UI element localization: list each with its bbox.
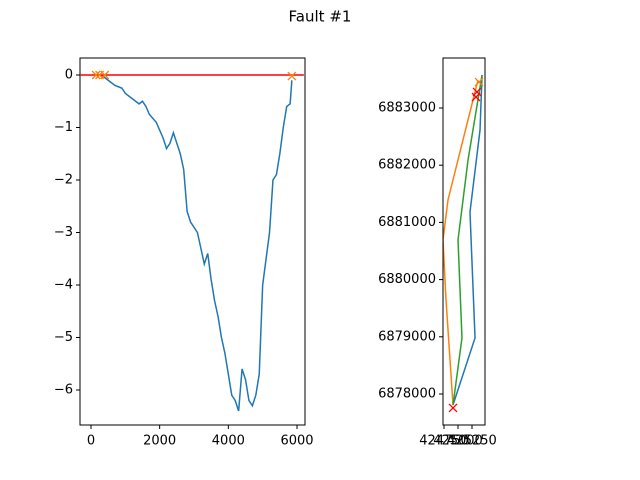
y-tick-label: 6882000 [378,158,436,173]
x-tick-label: 425250 [447,434,497,449]
series-line [100,74,293,412]
axes-frame [79,57,306,426]
y-tick-label: 6881000 [378,215,436,230]
marker [472,87,482,97]
x-tick-label: 2000 [143,434,176,449]
x-tick-label: 0 [87,434,95,449]
x-tick-label: 424750 [419,434,469,449]
marker [91,70,101,80]
y-tick-label: −3 [54,225,73,240]
y-tick-label: 6878000 [378,386,436,401]
y-tick-label: −5 [54,330,73,345]
x-tick-label: 4000 [212,434,245,449]
y-tick-label: 6879000 [378,329,436,344]
axes-frame [442,57,486,426]
y-tick-label: 0 [65,68,73,83]
series-line [452,74,483,406]
figure-title: Fault #1 [289,8,352,26]
x-tick-label: 425000 [433,434,483,449]
marker [287,71,297,81]
y-tick-label: 6883000 [378,100,436,115]
series-line [452,74,483,406]
y-tick-label: −1 [54,120,73,135]
series-line [443,79,479,405]
y-tick-label: 6880000 [378,272,436,287]
y-tick-label: −4 [54,277,73,292]
marker [100,70,110,80]
y-tick-label: −6 [54,382,73,397]
marker [474,77,484,87]
x-tick-label: 6000 [280,434,313,449]
marker [448,403,458,413]
y-tick-label: −2 [54,173,73,188]
